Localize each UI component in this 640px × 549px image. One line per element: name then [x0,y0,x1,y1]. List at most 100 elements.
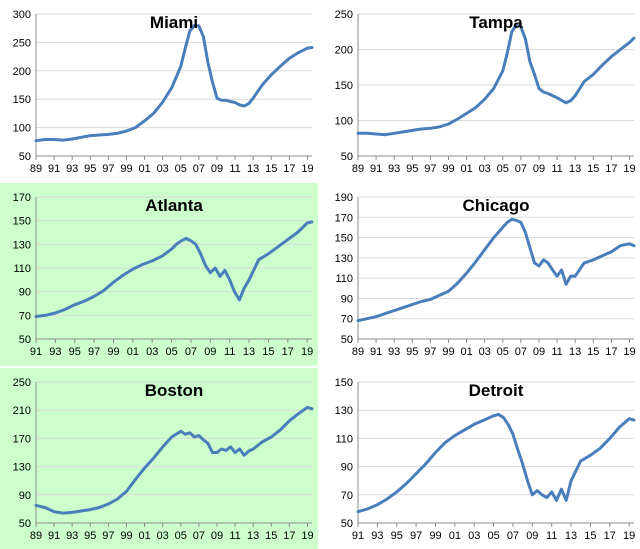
chicago-x-tick-label: 19 [623,346,635,358]
atlanta-y-tick-label: 70 [19,310,31,322]
miami-x-tick-label: 97 [102,163,114,175]
atlanta-x-tick-label: 97 [88,346,100,358]
atlanta-x-tick-label: 01 [127,346,139,358]
boston-x-tick-label: 97 [102,530,114,542]
detroit-x-tick-label: 95 [391,530,403,542]
atlanta-x-tick-label: 13 [243,346,255,358]
tampa-y-tick-label: 200 [335,45,353,57]
chicago-x-tick-label: 13 [569,346,581,358]
detroit-x-tick-label: 93 [371,530,383,542]
tampa-x-tick-label: 91 [370,163,382,175]
boston-y-tick-label: 50 [19,518,31,530]
atlanta-y-tick-label: 90 [19,287,31,299]
detroit-x-tick-label: 19 [623,530,635,542]
detroit-x-tick-label: 99 [429,530,441,542]
detroit-x-tick-label: 11 [546,530,557,542]
atlanta-x-tick-label: 11 [224,346,235,358]
tampa-x-tick-label: 95 [406,163,418,175]
detroit-x-tick-label: 17 [604,530,616,542]
miami-y-tick-label: 250 [13,37,31,49]
boston-x-tick-label: 93 [66,530,78,542]
miami-x-tick-label: 15 [265,163,277,175]
atlanta-background [0,183,318,366]
detroit-y-tick-label: 130 [335,405,353,417]
miami-y-tick-label: 200 [13,66,31,78]
boston-x-tick-label: 09 [211,530,223,542]
miami-x-tick-label: 89 [30,163,42,175]
atlanta-chart-title: Atlanta [145,196,203,215]
tampa-x-tick-label: 97 [424,163,436,175]
chicago-y-tick-label: 190 [335,192,353,204]
tampa-x-tick-label: 05 [497,163,509,175]
tampa-x-tick-label: 15 [587,163,599,175]
tampa-x-tick-label: 93 [388,163,400,175]
detroit-y-tick-label: 110 [335,433,353,445]
tampa-x-tick-label: 17 [605,163,617,175]
chicago-x-tick-label: 07 [515,346,527,358]
detroit-chart-title: Detroit [469,381,524,400]
atlanta-x-tick-label: 17 [282,346,294,358]
chicago-chart: 50 70 90 110 130 150 170 190 89 91 93 95 97 99 01 03 05 0… [322,183,640,366]
tampa-chart-title: Tampa [469,13,523,32]
detroit-x-tick-label: 01 [449,530,461,542]
boston-y-tick-label: 90 [19,490,31,502]
miami-chart-title: Miami [150,13,198,32]
chicago-y-tick-label: 90 [341,293,353,305]
miami-y-tick-label: 300 [13,9,31,21]
atlanta-x-tick-label: 07 [185,346,197,358]
atlanta-y-tick-label: 50 [19,334,31,346]
chicago-x-tick-label: 15 [587,346,599,358]
tampa-x-tick-label: 07 [515,163,527,175]
boston-x-tick-label: 15 [265,530,277,542]
chicago-x-tick-label: 05 [497,346,509,358]
miami-x-tick-label: 93 [66,163,78,175]
boston-y-tick-label: 210 [13,405,31,417]
tampa-y-tick-label: 50 [341,151,353,163]
boston-chart-title: Boston [145,381,204,400]
atlanta-series-line [34,220,314,318]
miami-y-tick-label: 100 [13,123,31,135]
tampa-x-tick-label: 03 [479,163,491,175]
tampa-x-tick-label: 19 [623,163,635,175]
miami-x-tick-label: 01 [138,163,150,175]
detroit-y-tick-label: 90 [341,462,353,474]
chicago-x-tick-label: 89 [352,346,364,358]
miami-y-tick-label: 150 [13,94,31,106]
atlanta-x-tick-label: 03 [146,346,158,358]
atlanta-x-tick-label: 09 [204,346,216,358]
miami-x-tick-label: 95 [84,163,96,175]
detroit-chart: 50 70 90 110 130 150 91 93 95 97 99 01 03 05 07 09 11 13 1… [322,368,640,549]
miami-y-tick-label: 50 [19,151,31,163]
chicago-background [322,183,640,366]
chicago-x-tick-label: 03 [479,346,491,358]
boston-x-tick-label: 89 [30,530,42,542]
atlanta-x-tick-label: 05 [165,346,177,358]
detroit-x-tick-label: 03 [468,530,480,542]
atlanta-x-tick-label: 91 [30,346,42,358]
chicago-x-tick-label: 97 [424,346,436,358]
detroit-x-tick-label: 05 [487,530,499,542]
boston-x-tick-label: 07 [193,530,205,542]
boston-x-tick-label: 19 [301,530,313,542]
detroit-x-tick-label: 97 [410,530,422,542]
miami-x-tick-label: 05 [175,163,187,175]
atlanta-x-tick-label: 95 [69,346,81,358]
detroit-x-tick-label: 15 [584,530,596,542]
boston-y-tick-label: 130 [13,462,31,474]
boston-background [0,368,318,549]
detroit-series-line [356,412,636,514]
atlanta-y-tick-label: 130 [13,239,31,251]
chicago-y-tick-label: 150 [335,233,353,245]
miami-x-tick-label: 11 [229,163,240,175]
detroit-x-tick-label: 91 [352,530,364,542]
chicago-x-tick-label: 93 [388,346,400,358]
chicago-chart-title: Chicago [462,196,529,215]
chicago-x-tick-label: 11 [551,346,562,358]
boston-x-tick-label: 13 [247,530,259,542]
chicago-x-tick-label: 91 [370,346,382,358]
miami-series-line [34,23,314,143]
boston-x-tick-label: 11 [229,530,240,542]
atlanta-x-tick-label: 93 [49,346,61,358]
tampa-y-tick-label: 100 [335,116,353,128]
atlanta-y-tick-label: 170 [13,192,31,204]
